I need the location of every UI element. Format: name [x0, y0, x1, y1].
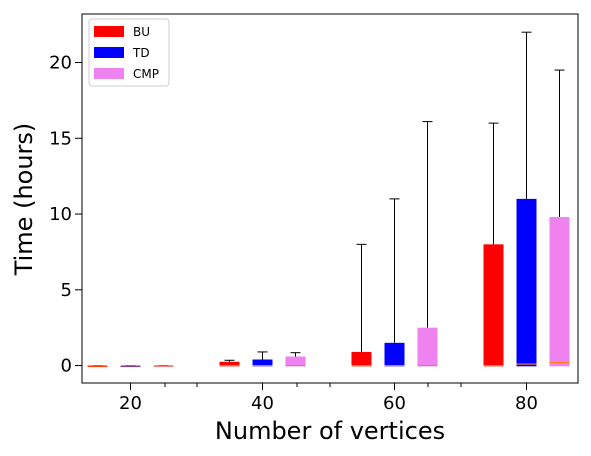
- box-rect: [384, 342, 405, 367]
- legend-swatch-bu: [94, 26, 124, 37]
- box-cmp-60: [417, 121, 438, 367]
- y-tick-label: 20: [49, 52, 72, 73]
- legend-label-cmp: CMP: [133, 67, 159, 81]
- box-rect: [483, 244, 504, 367]
- x-axis: 20 40 60 80: [119, 383, 538, 414]
- legend-swatch-td: [94, 47, 124, 58]
- y-tick-label: 5: [61, 280, 72, 301]
- box-bu-40: [219, 359, 240, 367]
- box-td-20: [120, 365, 141, 368]
- y-axis-label: Time (hours): [10, 123, 38, 277]
- box-td-60: [384, 198, 405, 367]
- box-rect: [351, 351, 372, 367]
- legend-label-bu: BU: [133, 25, 150, 39]
- y-tick-label: 10: [49, 204, 72, 225]
- x-tick-label: 80: [515, 393, 538, 414]
- legend: BU TD CMP: [88, 18, 170, 87]
- box-bu-60: [351, 243, 372, 367]
- box-cmp-20: [153, 365, 174, 368]
- x-tick-label: 60: [383, 393, 406, 414]
- y-tick-label: 0: [61, 356, 72, 377]
- box-bu-20: [87, 365, 108, 368]
- x-axis-label: Number of vertices: [215, 417, 445, 445]
- box-rect: [516, 198, 537, 367]
- legend-swatch-cmp: [94, 68, 124, 79]
- box-td-40: [252, 351, 273, 367]
- plot-area: [87, 31, 570, 368]
- box-cmp-40: [285, 352, 306, 367]
- box-td-80: [516, 31, 537, 367]
- box-cmp-80: [549, 69, 570, 367]
- box-rect: [285, 356, 306, 367]
- y-tick-label: 15: [49, 128, 72, 149]
- box-rect: [219, 361, 240, 367]
- box-rect: [549, 217, 570, 367]
- box-rect: [252, 359, 273, 367]
- legend-label-td: TD: [132, 46, 150, 60]
- x-tick-label: 20: [119, 393, 142, 414]
- box-bu-80: [483, 122, 504, 367]
- box-rect: [417, 327, 438, 367]
- y-axis: 0 5 10 15 20: [49, 52, 82, 377]
- x-tick-label: 40: [251, 393, 274, 414]
